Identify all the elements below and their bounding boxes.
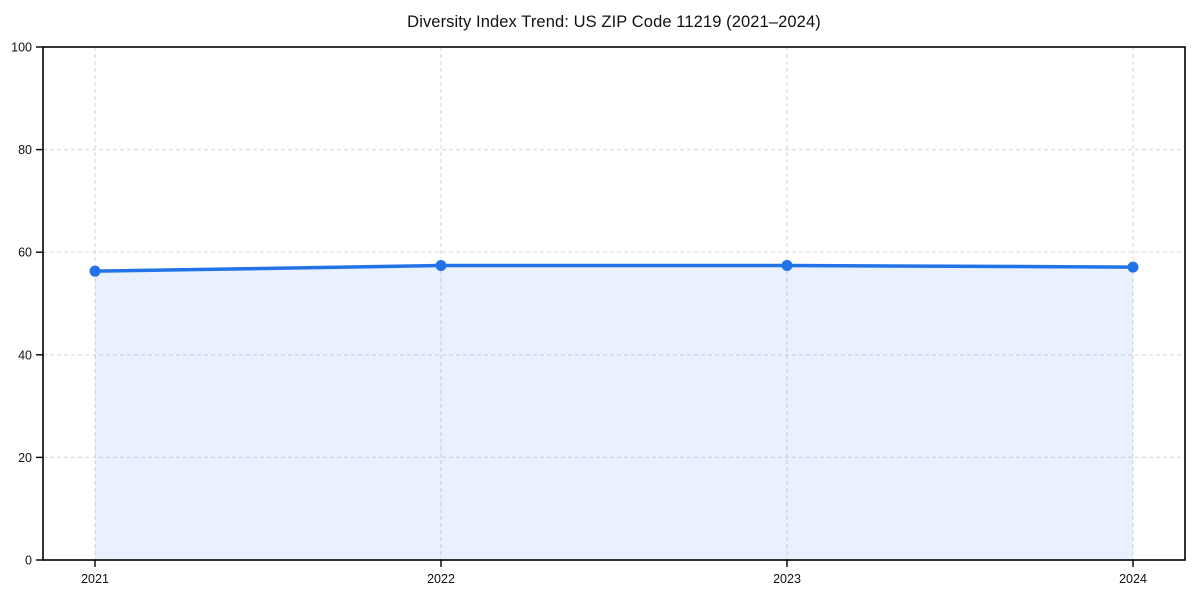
- y-tick-label: 100: [11, 41, 32, 55]
- data-point-2021: [89, 265, 101, 277]
- y-tick-label: 80: [18, 143, 32, 157]
- x-tick-label: 2021: [81, 572, 109, 586]
- x-tick-label: 2023: [773, 572, 801, 586]
- trend-line: [93, 263, 1135, 273]
- y-tick-label: 20: [18, 451, 32, 465]
- y-tick-label: 60: [18, 246, 32, 260]
- data-point-2024: [1127, 261, 1139, 273]
- plot-border: [42, 46, 1186, 561]
- y-tick-label: 0: [25, 554, 32, 568]
- x-tick-label: 2022: [427, 572, 455, 586]
- y-tick-label: 40: [18, 348, 32, 362]
- data-point-2022: [435, 260, 447, 272]
- area-fill: [95, 265, 1133, 560]
- chart-title: Diversity Index Trend: US ZIP Code 11219…: [407, 13, 821, 31]
- x-tick-label: 2024: [1119, 572, 1147, 586]
- data-point-2023: [781, 260, 793, 272]
